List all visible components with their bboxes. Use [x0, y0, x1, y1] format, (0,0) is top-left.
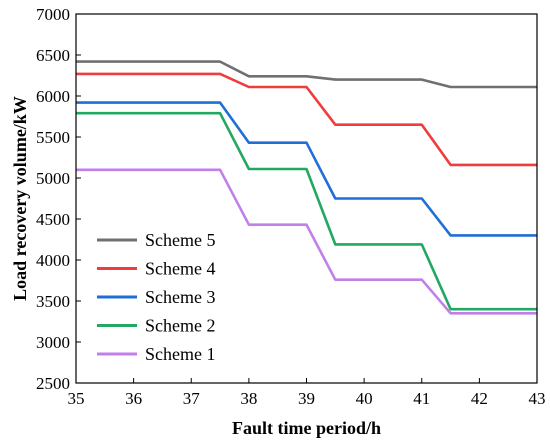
y-tick-label: 3000 [36, 333, 70, 352]
x-tick-label: 38 [240, 389, 257, 408]
y-tick-label: 3500 [36, 292, 70, 311]
x-tick-label: 35 [68, 389, 85, 408]
legend-label: Scheme 2 [145, 316, 215, 336]
x-tick-label: 42 [471, 389, 488, 408]
legend: Scheme 5 Scheme 4 Scheme 3 Scheme 2 Scheme 1 [97, 230, 215, 364]
legend-label: Scheme 5 [145, 230, 215, 250]
y-tick-label: 6500 [36, 46, 70, 65]
y-tick-label: 7000 [36, 5, 70, 24]
x-axis-title: Fault time period/h [232, 418, 381, 438]
series-line-scheme-1 [76, 168, 537, 315]
legend-item: Scheme 1 [97, 344, 215, 364]
series-line-scheme-5 [76, 60, 537, 89]
x-tick-label: 37 [183, 389, 201, 408]
series-line-scheme-4 [76, 72, 537, 167]
y-tick-label: 4000 [36, 251, 70, 270]
x-tick-label: 43 [529, 389, 546, 408]
tick-layer: 35 36 37 38 39 40 41 42 43 2500 3000 3500 4000 4500 50… [36, 5, 546, 408]
legend-item: Scheme 5 [97, 230, 215, 250]
y-tick-label: 5500 [36, 128, 70, 147]
y-tick-label: 6000 [36, 87, 70, 106]
y-tick-label: 5000 [36, 169, 70, 188]
legend-item: Scheme 4 [97, 259, 215, 279]
series-layer [76, 60, 537, 315]
legend-item: Scheme 2 [97, 316, 215, 336]
x-tick-label: 41 [413, 389, 430, 408]
y-axis-title: Load recovery volume/kW [10, 96, 30, 301]
series-line-scheme-2 [76, 111, 537, 311]
series-line-scheme-3 [76, 101, 537, 237]
y-tick-label: 4500 [36, 210, 70, 229]
legend-label: Scheme 1 [145, 344, 215, 364]
x-tick-label: 36 [125, 389, 142, 408]
x-tick-label: 39 [298, 389, 315, 408]
legend-label: Scheme 4 [145, 259, 215, 279]
legend-label: Scheme 3 [145, 287, 215, 307]
y-tick-label: 2500 [36, 374, 70, 393]
legend-item: Scheme 3 [97, 287, 215, 307]
x-tick-label: 40 [356, 389, 373, 408]
